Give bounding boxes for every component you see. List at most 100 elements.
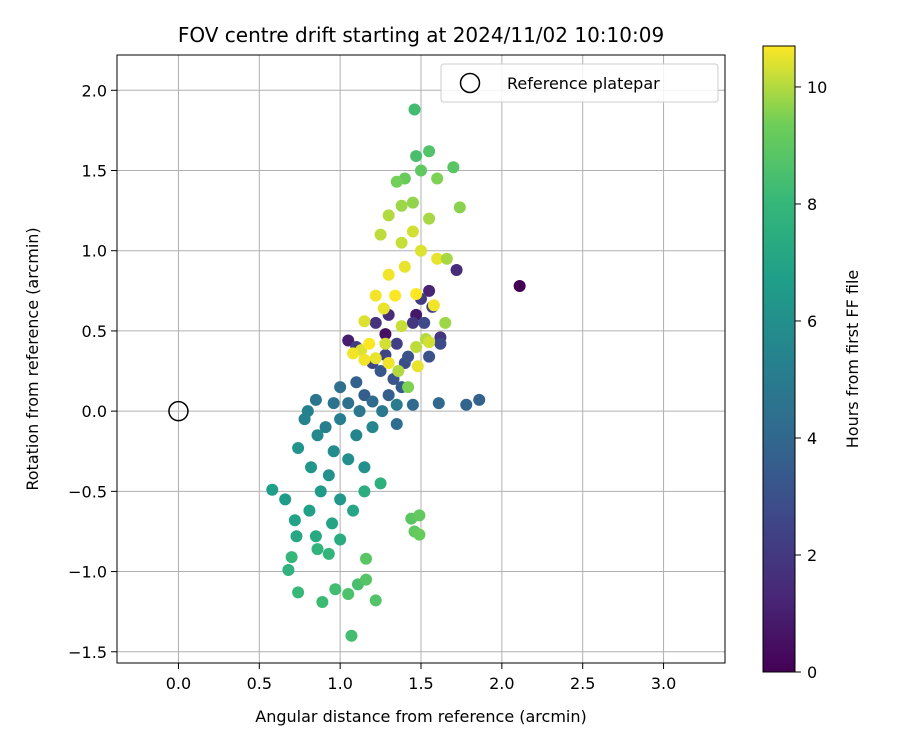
data-point	[376, 405, 389, 418]
colorbar-tick-label: 2	[807, 546, 817, 565]
data-point	[395, 236, 408, 249]
data-point	[447, 161, 460, 174]
data-point	[379, 328, 392, 341]
data-point	[374, 228, 387, 241]
x-tick-label: 1.0	[327, 674, 352, 693]
data-point	[342, 334, 355, 347]
data-point	[402, 350, 415, 363]
data-point	[298, 413, 311, 426]
data-point	[358, 315, 371, 328]
data-point	[311, 543, 324, 556]
data-point	[377, 302, 390, 315]
data-point	[369, 352, 382, 365]
data-point	[460, 398, 473, 411]
colorbar-label: Hours from first FF file	[843, 270, 862, 449]
data-point	[406, 225, 419, 238]
data-point	[350, 376, 363, 389]
data-point	[374, 365, 387, 378]
x-tick-label: 2.0	[489, 674, 514, 693]
data-point	[392, 365, 405, 378]
legend-box	[440, 63, 719, 103]
data-point	[358, 485, 371, 498]
data-point	[350, 429, 363, 442]
data-point	[413, 509, 426, 522]
data-point	[390, 175, 403, 188]
y-tick-label: 2.0	[82, 81, 107, 100]
data-point	[334, 381, 347, 394]
data-point	[347, 347, 360, 360]
legend-marker	[459, 72, 481, 94]
data-point	[309, 530, 322, 543]
data-point	[314, 485, 327, 498]
data-point	[408, 103, 421, 116]
data-point	[423, 284, 436, 297]
data-point	[316, 596, 329, 609]
data-point	[319, 421, 332, 434]
x-tick-label: 3.0	[651, 674, 676, 693]
data-point	[327, 397, 340, 410]
data-point	[360, 552, 373, 565]
data-point	[326, 517, 339, 530]
data-point	[329, 583, 342, 596]
data-point	[282, 563, 295, 576]
x-tick-label: 2.5	[570, 674, 595, 693]
data-point	[382, 357, 395, 370]
data-point	[322, 547, 335, 560]
data-point	[453, 201, 466, 214]
data-point	[439, 316, 452, 329]
data-point	[395, 320, 408, 333]
data-point	[366, 421, 379, 434]
data-point	[423, 212, 436, 225]
data-point	[415, 164, 427, 177]
data-point	[382, 389, 395, 402]
data-point	[431, 252, 444, 265]
data-point	[305, 461, 318, 474]
data-point	[353, 405, 366, 418]
data-point	[431, 172, 444, 185]
data-points	[266, 103, 526, 642]
data-point	[410, 150, 423, 163]
data-point	[311, 429, 324, 442]
data-point	[290, 530, 303, 543]
data-point	[382, 268, 395, 281]
data-point	[360, 573, 373, 586]
data-point	[288, 514, 301, 527]
data-point	[398, 260, 411, 273]
chart-title: FOV centre drift starting at 2024/11/02 …	[178, 23, 664, 47]
data-point	[390, 417, 403, 430]
data-point	[415, 244, 427, 257]
data-point	[382, 209, 395, 222]
data-point	[379, 337, 392, 350]
x-axis-ticks: 0.0 0.5 1.0 1.5 2.0 2.5 3.0	[166, 663, 676, 693]
data-point	[369, 594, 382, 607]
y-tick-label: −1.0	[68, 563, 107, 582]
data-point	[292, 442, 305, 455]
data-point	[374, 477, 387, 490]
data-point	[322, 469, 335, 482]
data-point	[427, 299, 440, 312]
data-point	[432, 397, 445, 410]
data-point	[334, 493, 347, 506]
data-point	[513, 280, 526, 293]
data-point	[418, 316, 431, 329]
data-point	[345, 629, 358, 642]
data-point	[358, 461, 371, 474]
data-point	[390, 337, 403, 350]
y-tick-label: −1.5	[68, 643, 107, 662]
data-point	[369, 289, 382, 302]
data-point	[423, 145, 436, 158]
data-point	[327, 445, 340, 458]
x-tick-label: 1.5	[408, 674, 433, 693]
data-point	[347, 504, 360, 517]
legend-label: Reference platepar	[507, 74, 660, 93]
data-point	[402, 381, 415, 394]
data-point	[434, 337, 447, 350]
data-point	[389, 289, 402, 302]
colorbar-tick-label: 8	[807, 195, 817, 214]
data-point	[266, 483, 279, 496]
data-point	[395, 199, 408, 212]
x-tick-label: 0.0	[166, 674, 191, 693]
x-tick-label: 0.5	[247, 674, 272, 693]
data-point	[406, 196, 419, 209]
